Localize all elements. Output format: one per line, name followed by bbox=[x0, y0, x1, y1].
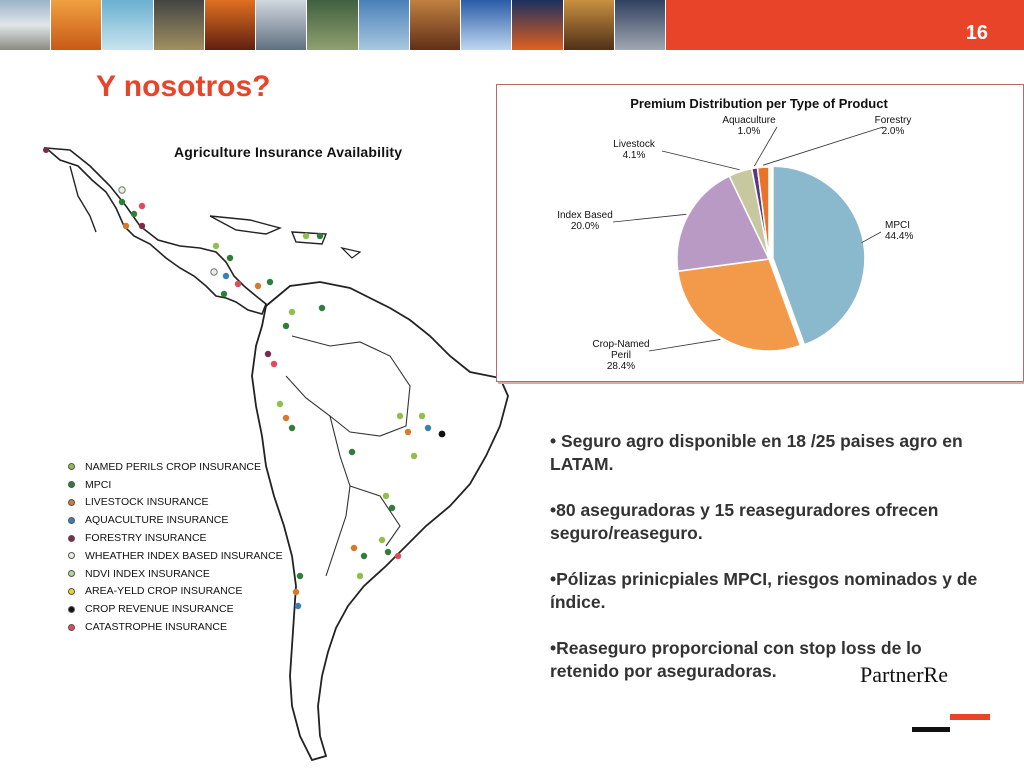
country-borders bbox=[285, 335, 411, 437]
photo-tile bbox=[409, 0, 462, 50]
slice-name-label: Crop-Named bbox=[592, 339, 649, 350]
legend-dot bbox=[68, 534, 75, 542]
country-borders bbox=[325, 415, 351, 577]
legend-item: NAMED PERILS CROP INSURANCE bbox=[68, 458, 298, 476]
south-america-outline bbox=[251, 281, 509, 762]
slice-name-label: Aquaculture bbox=[722, 115, 776, 126]
legend-label: MPCI bbox=[85, 478, 112, 491]
bullet-item: •80 aseguradoras y 15 reaseguradores ofr… bbox=[550, 500, 939, 543]
legend-item: NDVI INDEX INSURANCE bbox=[68, 565, 298, 583]
leader-line bbox=[612, 213, 687, 223]
legend-dot bbox=[68, 623, 75, 631]
bullet-item: •Pólizas prinicpiales MPCI, riesgos nomi… bbox=[550, 569, 978, 612]
photo-tile bbox=[512, 0, 564, 50]
legend-item: CATASTROPHE INSURANCE bbox=[68, 618, 298, 636]
photo-tile bbox=[153, 0, 205, 50]
pie-slice-forestry bbox=[756, 166, 770, 260]
legend-item: CROP REVENUE INSURANCE bbox=[68, 600, 298, 618]
legend-label: AQUACULTURE INSURANCE bbox=[85, 514, 229, 527]
leader-line bbox=[753, 126, 778, 167]
leader-line bbox=[861, 231, 882, 244]
page-title: Y nosotros? bbox=[96, 70, 271, 103]
legend-item: LIVESTOCK INSURANCE bbox=[68, 494, 298, 512]
cuba-outline bbox=[209, 215, 283, 235]
slide-number: 16 bbox=[965, 22, 988, 44]
legend-dot bbox=[68, 570, 75, 578]
header-banner: 16 bbox=[0, 0, 1024, 50]
legend-label: CROP REVENUE INSURANCE bbox=[85, 603, 234, 616]
slice-name-label: MPCI bbox=[885, 220, 910, 231]
bullet-item: •Reaseguro proporcional con stop loss de… bbox=[550, 638, 922, 681]
legend-label: WHEATHER INDEX BASED INSURANCE bbox=[85, 549, 283, 562]
legend-dot bbox=[68, 587, 75, 595]
legend-label: NAMED PERILS CROP INSURANCE bbox=[85, 460, 262, 473]
photo-tile bbox=[614, 0, 667, 50]
legend-label: LIVESTOCK INSURANCE bbox=[85, 496, 209, 509]
decor-bar-red bbox=[950, 714, 990, 720]
map-title: Agriculture Insurance Availability bbox=[174, 144, 403, 160]
leader-line bbox=[648, 339, 721, 352]
photo-tile bbox=[204, 0, 257, 50]
leader-line bbox=[661, 150, 740, 171]
partnerre-logo: PartnerRe bbox=[860, 662, 948, 687]
photo-tile bbox=[51, 0, 103, 50]
legend-item: FORESTRY INSURANCE bbox=[68, 529, 298, 547]
legend-dot bbox=[68, 498, 75, 506]
photo-strip bbox=[0, 0, 667, 50]
island-outline bbox=[340, 246, 362, 259]
photo-tile bbox=[358, 0, 410, 50]
mexico-outline bbox=[43, 146, 267, 315]
photo-tile bbox=[307, 0, 359, 50]
bullet-list: • Seguro agro disponible en 18 /25 paise… bbox=[550, 430, 980, 706]
slice-name-label: Forestry bbox=[875, 115, 912, 126]
chart-title: Premium Distribution per Type of Product bbox=[630, 96, 888, 111]
legend-item: MPCI bbox=[68, 476, 298, 494]
slice-value-label: 28.4% bbox=[607, 361, 635, 372]
slice-value-label: 44.4% bbox=[885, 231, 913, 242]
pie-chart: Premium Distribution per Type of Product… bbox=[557, 96, 913, 372]
decor-bar-black bbox=[912, 727, 950, 732]
legend-item: AQUACULTURE INSURANCE bbox=[68, 511, 298, 529]
baja-outline bbox=[69, 165, 97, 233]
leader-line bbox=[762, 126, 884, 166]
photo-tile bbox=[0, 0, 52, 50]
legend-dot bbox=[68, 481, 75, 489]
photo-tile bbox=[461, 0, 513, 50]
map-legend: NAMED PERILS CROP INSURANCE MPCI LIVESTO… bbox=[68, 458, 298, 636]
legend-label: NDVI INDEX INSURANCE bbox=[85, 567, 210, 580]
pie-slice-index-based bbox=[676, 175, 771, 273]
photo-tile bbox=[102, 0, 154, 50]
slice-value-label: 1.0% bbox=[738, 126, 761, 137]
slice-name-label: Index Based bbox=[557, 210, 613, 221]
slice-value-label: 20.0% bbox=[571, 221, 599, 232]
legend-label: AREA-YELD CROP INSURANCE bbox=[85, 585, 243, 598]
legend-dot bbox=[68, 463, 75, 471]
legend-dot bbox=[68, 516, 75, 524]
pie-slice-mpci bbox=[772, 165, 866, 346]
country-borders bbox=[349, 485, 401, 547]
legend-label: CATASTROPHE INSURANCE bbox=[85, 621, 227, 634]
legend-item: AREA-YELD CROP INSURANCE bbox=[68, 583, 298, 601]
legend-label: FORESTRY INSURANCE bbox=[85, 532, 207, 545]
legend-item: WHEATHER INDEX BASED INSURANCE bbox=[68, 547, 298, 565]
photo-tile bbox=[256, 0, 308, 50]
legend-dot bbox=[68, 552, 75, 560]
legend-dot bbox=[68, 605, 75, 613]
slice-value-label: 2.0% bbox=[882, 126, 905, 137]
slice-name-label: Livestock bbox=[613, 139, 656, 150]
slice-value-label: 4.1% bbox=[623, 150, 646, 161]
latam-map bbox=[43, 146, 509, 762]
map-markers bbox=[43, 147, 446, 610]
pie-chart-panel: Premium Distribution per Type of Product… bbox=[496, 84, 1024, 382]
pie-slice-crop-named-peril bbox=[676, 258, 802, 352]
photo-tile bbox=[563, 0, 615, 50]
slice-name-label: Peril bbox=[611, 350, 631, 361]
bullet-item: • Seguro agro disponible en 18 /25 paise… bbox=[550, 431, 963, 474]
